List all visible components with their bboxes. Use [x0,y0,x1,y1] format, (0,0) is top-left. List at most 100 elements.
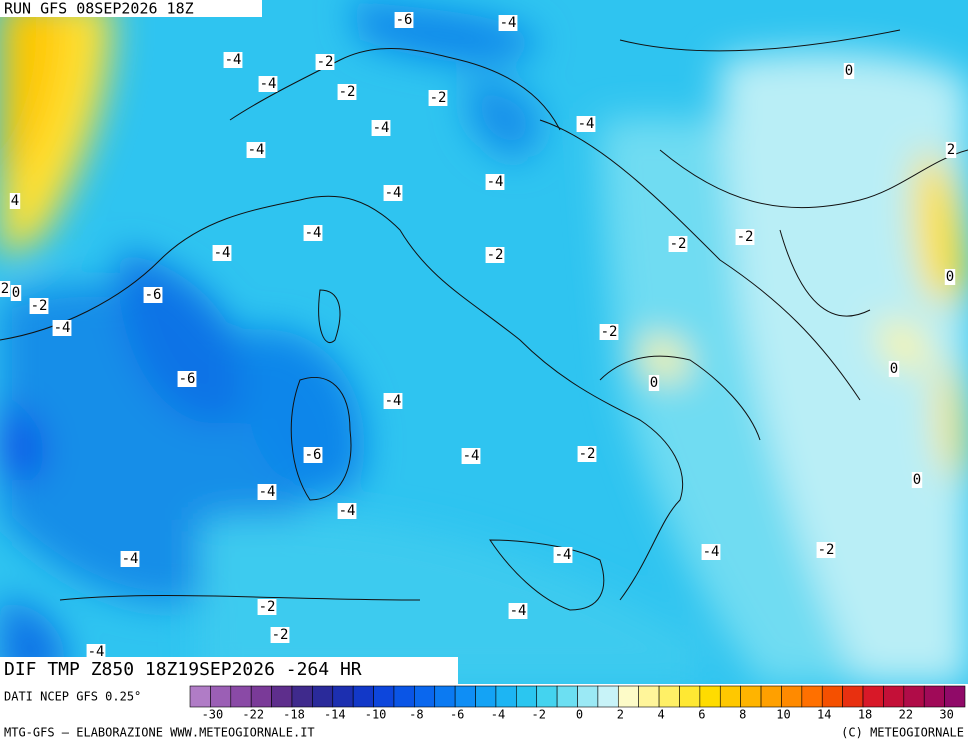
colorbar-swatch [801,685,823,708]
colorbar-tick-label: 4 [658,708,665,722]
colorbar-tick-label: -10 [365,708,387,722]
colorbar-tick-label: -30 [202,708,224,722]
contour-label-bg [394,12,414,28]
contour-label: 0 [650,375,658,391]
colorbar-tick-label: 14 [817,708,831,722]
colorbar-swatch [679,685,701,708]
contour-label-bg [120,551,140,567]
run-box [0,0,262,17]
contour-label: -4 [54,320,71,336]
contour-label: -4 [500,15,517,31]
contour-label-bg [383,185,403,201]
contour-label: 0 [12,285,20,301]
field-title: DIF TMP Z850 18Z19SEP2026 -264 HR [4,659,362,680]
colorbar-swatch [597,685,619,708]
contour-label-bg [576,116,596,132]
contour-label: -6 [305,447,322,463]
colorbar-swatch [842,685,864,708]
contour-label: -4 [487,174,504,190]
colorbar-swatch [760,685,782,708]
colorbar-swatch [271,685,293,708]
contour-label: 0 [890,361,898,377]
colorbar-swatch [189,685,211,708]
field [0,0,968,685]
contour-label-bg [577,446,597,462]
colorbar-tick-label: -6 [450,708,464,722]
colorbar-swatch [352,685,374,708]
contour-label: 4 [11,193,19,209]
contour-label-bg [701,544,721,560]
contour-label: -4 [259,484,276,500]
colorbar-swatch [699,685,721,708]
colorbar-swatch [944,685,966,708]
colorbar-tick-label: -18 [283,708,305,722]
colorbar-tick-label: 22 [899,708,913,722]
contour-label-bg [246,142,266,158]
colorbar-swatch [373,685,395,708]
contour-label: -2 [339,84,356,100]
colorbar-tick-label: -4 [491,708,505,722]
contour-label: -2 [272,627,289,643]
colorbar-swatch [740,685,762,708]
contour-label: -2 [259,599,276,615]
contour-label: -2 [818,542,835,558]
contour-label: -4 [248,142,265,158]
colorbar-tick-label: 18 [858,708,872,722]
contour-label-bg [257,599,277,615]
contour-label-bg [371,120,391,136]
contour-label: -2 [670,236,687,252]
contour-label-bg [143,287,163,303]
contour-label: -4 [703,544,720,560]
colorbar-swatch [250,685,272,708]
colorbar-tick-label: 0 [576,708,583,722]
contour-label-bg [428,90,448,106]
contour-label: -4 [214,245,231,261]
contour-label-bg [599,324,619,340]
contour-label: -4 [260,76,277,92]
contour-label-bg [888,361,900,377]
contour-label-bg [52,320,72,336]
colorbar-swatch [556,685,578,708]
colorbar-swatch [862,685,884,708]
contour-label-bg [648,375,660,391]
contour-label-bg [668,236,688,252]
contour-label-bg [86,644,106,660]
contour-label-bg [498,15,518,31]
contour-label: -6 [179,371,196,387]
colorbar-swatch [291,685,313,708]
contour-label-bg [945,142,957,158]
colorbar-tick-label: -8 [409,708,423,722]
contour-label: -4 [88,644,105,660]
contour-label: -4 [122,551,139,567]
contour-label-bg [258,76,278,92]
colorbar: -30 -22 -18 -14 -10 -8 -6 -4 -2 0 2 4 6 8 10 14 18 22 30 [189,685,966,722]
contour-label: -4 [385,393,402,409]
contour-label: -4 [305,225,322,241]
colorbar-swatch [393,685,415,708]
contour-label: 0 [913,472,921,488]
contour-label-bg [315,54,335,70]
contour-label: -4 [463,448,480,464]
contour-label-bg [0,281,11,297]
contour-label-bg [337,503,357,519]
source-text: DATI NCEP GFS 0.25° [4,690,141,704]
contour-label: -2 [430,90,447,106]
contour-label-bg [816,542,836,558]
contour-label: 2 [1,281,9,297]
contour-label-bg [9,193,21,209]
contour-label-bg [223,52,243,68]
contour-label-bg [843,63,855,79]
colorbar-swatch [781,685,803,708]
contour-label: -4 [555,547,572,563]
contour-label: -2 [31,298,48,314]
colorbar-swatch [414,685,436,708]
contour-label-bg [944,269,956,285]
contour-label-bg [508,603,528,619]
colorbar-tick-label: -14 [324,708,346,722]
contour-label-bg [10,285,22,301]
colorbar-swatch [312,685,334,708]
colorbar-swatch [617,685,639,708]
colorbar-tick-label: 2 [617,708,624,722]
colorbar-swatch [719,685,741,708]
